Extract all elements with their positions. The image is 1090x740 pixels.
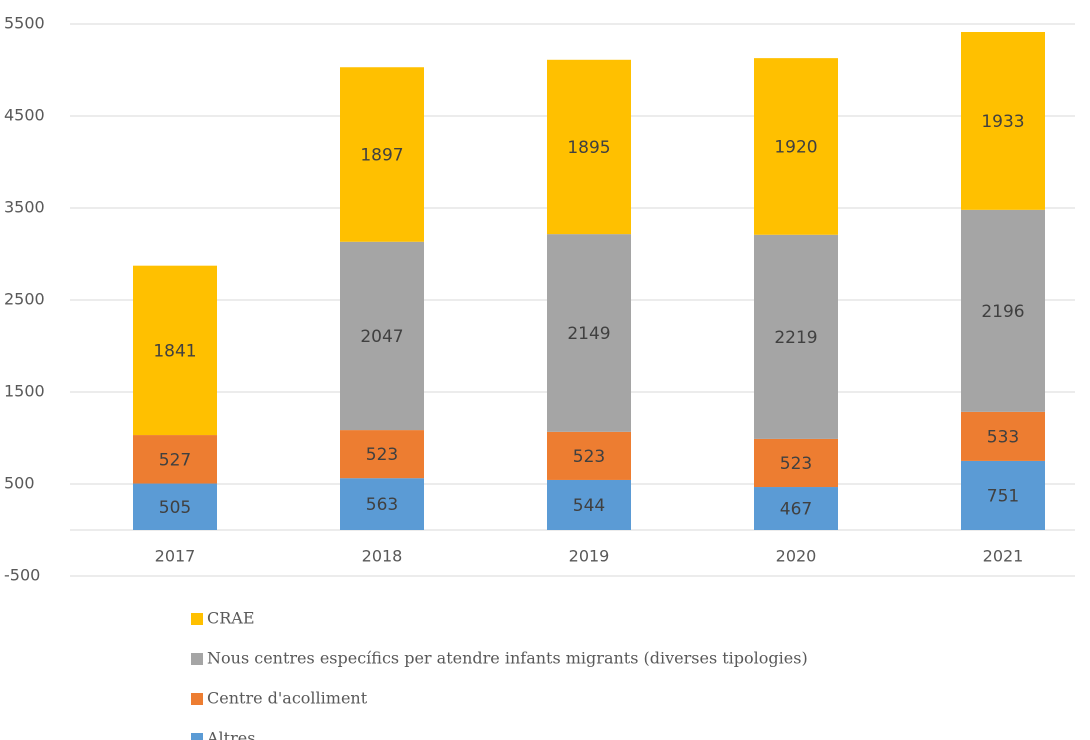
- bar-segment: [340, 67, 424, 242]
- data-label: 2196: [981, 302, 1024, 322]
- y-tick-label: 1500: [4, 382, 45, 401]
- legend-swatch: [191, 733, 203, 740]
- x-tick-label: 2018: [362, 547, 403, 566]
- data-label: 544: [573, 496, 605, 516]
- data-label: 563: [366, 495, 398, 515]
- data-label: 1920: [774, 137, 817, 157]
- bar-segment: [547, 234, 631, 432]
- x-tick-label: 2020: [776, 547, 817, 566]
- bar-segment: [547, 59, 631, 235]
- data-label: 523: [573, 447, 605, 467]
- bar-segment: [961, 411, 1045, 461]
- bar-segment: [340, 430, 424, 479]
- bar-segment: [547, 431, 631, 480]
- y-tick-label: 4500: [4, 106, 45, 125]
- x-tick-label: 2017: [155, 547, 196, 566]
- legend-swatch: [191, 693, 203, 705]
- bar-segment: [754, 234, 838, 439]
- data-label: 1897: [360, 146, 403, 166]
- y-tick-label: 3500: [4, 198, 45, 217]
- data-label: 467: [780, 500, 812, 520]
- data-label: 2219: [774, 328, 817, 348]
- bar-segment: [754, 487, 838, 530]
- bar-segment: [340, 478, 424, 530]
- data-label: 505: [159, 498, 191, 518]
- x-tick-label: 2019: [569, 547, 610, 566]
- bar-segment: [754, 438, 838, 488]
- data-label: 751: [987, 486, 1019, 506]
- data-label: 1841: [153, 341, 196, 361]
- bar-segment: [133, 265, 217, 436]
- legend-label: CRAE: [207, 609, 255, 628]
- bar-segment: [133, 483, 217, 530]
- bar-segment: [961, 209, 1045, 412]
- data-label: 523: [780, 454, 812, 474]
- y-tick-label: -500: [4, 566, 40, 585]
- data-label: 533: [987, 427, 1019, 447]
- x-tick-label: 2021: [983, 547, 1024, 566]
- data-label: 1895: [567, 138, 610, 158]
- y-tick-label: 500: [4, 474, 35, 493]
- data-label: 2047: [360, 327, 403, 347]
- bar-segment: [961, 32, 1045, 210]
- bar-segment: [547, 479, 631, 530]
- bar-segment: [340, 241, 424, 431]
- bar-segment: [133, 435, 217, 484]
- legend-swatch: [191, 653, 203, 665]
- bar-segment: [754, 58, 838, 235]
- data-label: 527: [159, 450, 191, 470]
- legend-label: Centre d'acolliment: [207, 689, 368, 708]
- y-tick-label: 2500: [4, 290, 45, 309]
- data-label: 2149: [567, 324, 610, 344]
- data-label: 1933: [981, 112, 1024, 132]
- legend-label: Altres: [206, 729, 255, 740]
- bar-segment: [961, 460, 1045, 530]
- data-label: 523: [366, 445, 398, 465]
- legend-label: Nous centres específics per atendre infa…: [207, 649, 808, 668]
- legend-swatch: [191, 613, 203, 625]
- y-tick-label: 5500: [4, 14, 45, 33]
